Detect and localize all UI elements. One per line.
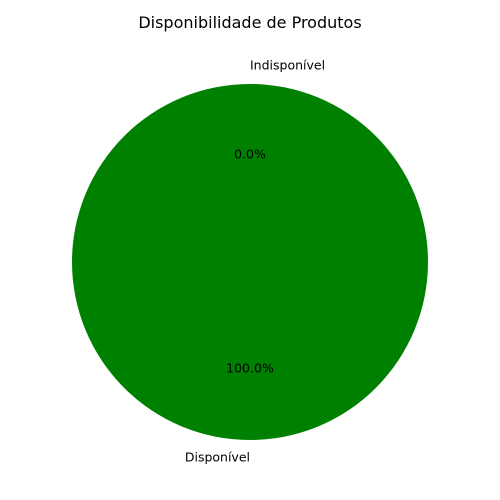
- pie-percent-label-indisponivel: 0.0%: [234, 147, 266, 162]
- pie-label-disponivel: Disponível: [185, 449, 250, 464]
- pie-labels: Disponível 100.0% Indisponível 0.0%: [185, 58, 325, 465]
- pie-percent-label-disponivel: 100.0%: [226, 360, 274, 375]
- pie-label-indisponivel: Indisponível: [250, 58, 325, 73]
- pie-slice-disponivel: [72, 84, 428, 440]
- pie-slices: [72, 84, 428, 440]
- chart-title: Disponibilidade de Produtos: [138, 13, 361, 32]
